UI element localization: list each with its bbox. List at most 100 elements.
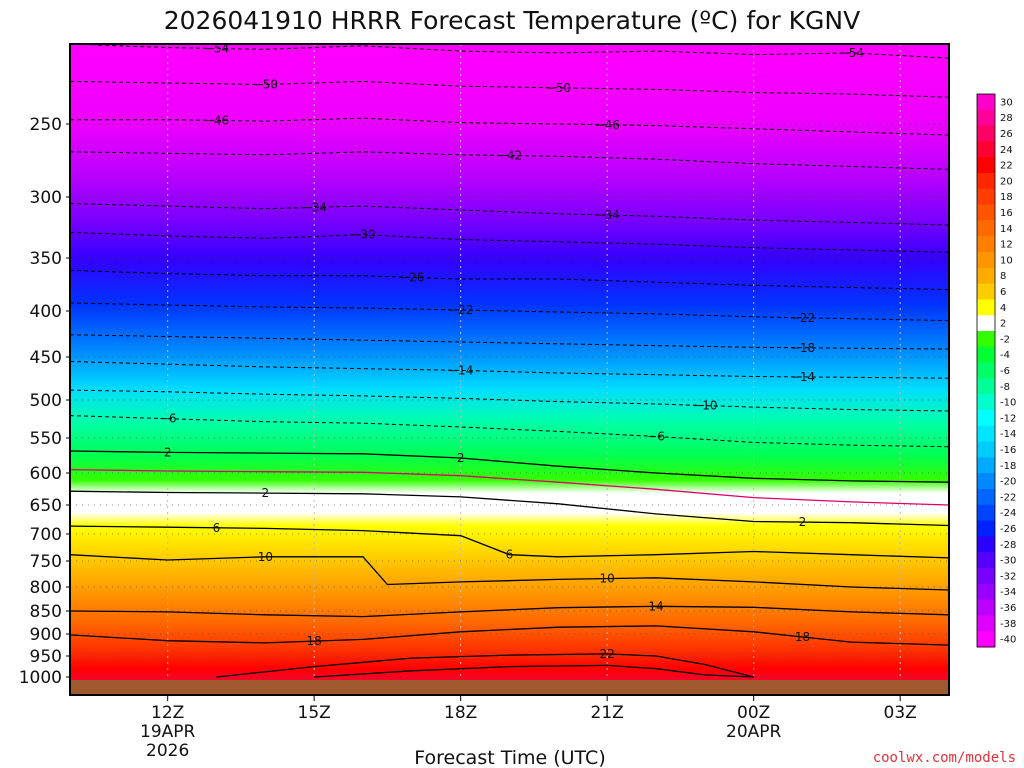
- colorbar-swatch: [977, 252, 995, 269]
- y-tick-label: 900: [30, 625, 62, 645]
- colorbar-swatch: [977, 346, 995, 364]
- colorbar-swatch: [977, 125, 995, 142]
- colorbar-label: -30: [1000, 556, 1016, 567]
- colorbar-swatch: [977, 457, 995, 474]
- y-tick-label: 950: [30, 647, 62, 667]
- contour-line: [70, 450, 949, 483]
- x-tick-label: 12Z: [151, 703, 184, 723]
- colorbar-swatch: [977, 94, 995, 111]
- colorbar-label: 20: [1000, 176, 1013, 187]
- y-tick-label: 850: [30, 602, 62, 622]
- contour-label: −22: [790, 311, 815, 325]
- colorbar-swatch: [977, 173, 995, 190]
- credit-text[interactable]: coolwx.com/models: [873, 750, 1016, 766]
- contour-line: [70, 554, 949, 591]
- colorbar-swatch: [977, 425, 995, 443]
- colorbar-label: -10: [1000, 398, 1016, 409]
- contour-label: 22: [600, 647, 615, 661]
- colorbar-swatch: [977, 204, 995, 221]
- contour-label: −26: [399, 270, 424, 284]
- y-tick-label: 250: [30, 115, 62, 135]
- colorbar-swatch: [977, 631, 995, 648]
- colorbar-label: -38: [1000, 619, 1016, 630]
- colorbar-label: 16: [1000, 208, 1013, 219]
- contour-line: [314, 664, 754, 678]
- colorbar-swatch: [977, 599, 995, 616]
- colorbar-label: -40: [1000, 635, 1016, 646]
- x-tick-year: 2026: [146, 741, 189, 761]
- contour-label: 10: [258, 550, 273, 564]
- colorbar-label: 30: [1000, 97, 1013, 108]
- contour-label: 6: [213, 521, 221, 535]
- contour-label: −34: [595, 208, 620, 222]
- colorbar: 30 28 26 24 22 20 18 16 14 12 10 8 6 4 2 -2 -4 -6 -8 -10 -12…: [976, 93, 1016, 648]
- colorbar-swatch: [977, 473, 995, 490]
- contour-label: 2: [799, 515, 807, 529]
- contour-line: [216, 653, 754, 678]
- contour-label: −46: [204, 113, 229, 127]
- colorbar-label: 22: [1000, 161, 1013, 172]
- y-tick-label: 650: [30, 496, 62, 516]
- colorbar-swatch: [977, 615, 995, 632]
- y-tick-label: 700: [30, 525, 62, 545]
- contour-labels: −54 −54 −50 −50 −46 −46 −42 −34 −34 −30 −26 −22 −22 −…: [159, 44, 864, 661]
- colorbar-label: -8: [1000, 382, 1010, 393]
- colorbar-label: 26: [1000, 129, 1013, 140]
- contour-label: −46: [595, 118, 620, 132]
- colorbar-label: -36: [1000, 603, 1016, 614]
- colorbar-label: -4: [1000, 350, 1010, 361]
- contour-line: [70, 525, 949, 559]
- x-axis-title: Forecast Time (UTC): [414, 747, 605, 768]
- contour-label: −50: [253, 78, 278, 92]
- colorbar-swatch: [977, 331, 995, 348]
- colorbar-swatch: [977, 536, 995, 553]
- contour-label: 2: [164, 445, 172, 459]
- contour-line: [70, 468, 949, 506]
- colorbar-swatch: [977, 157, 995, 174]
- colorbar-label: -12: [1000, 413, 1016, 424]
- colorbar-swatch: [977, 441, 995, 458]
- contour-label: −10: [692, 399, 717, 413]
- contour-label: −6: [647, 430, 665, 444]
- ground-surface: [70, 680, 949, 695]
- contour-label: −14: [790, 370, 815, 384]
- contour-label: −54: [839, 46, 864, 60]
- colorbar-label: -28: [1000, 540, 1016, 551]
- colorbar-swatch: [977, 188, 995, 206]
- colorbar-label: -20: [1000, 477, 1016, 488]
- contour-label: 14: [648, 599, 663, 613]
- colorbar-label: 14: [1000, 224, 1013, 235]
- colorbar-swatch: [977, 236, 995, 253]
- contour-label: 10: [600, 572, 615, 586]
- x-tick-label: 03Z: [884, 703, 917, 723]
- colorbar-label: -6: [1000, 366, 1010, 377]
- contour-label: 2: [457, 451, 465, 465]
- plot-frame: [69, 43, 950, 696]
- x-tick-date: 20APR: [726, 722, 782, 742]
- contour-label: −14: [448, 363, 473, 377]
- colorbar-label: -26: [1000, 524, 1016, 535]
- contour-label: −18: [790, 341, 815, 355]
- colorbar-swatch: [977, 315, 995, 332]
- colorbar-label: -24: [1000, 508, 1016, 519]
- y-tick-label: 1000: [19, 668, 62, 688]
- colorbar-swatch: [977, 141, 995, 158]
- colorbar-label: 18: [1000, 192, 1013, 203]
- colorbar-swatch: [977, 109, 995, 127]
- colorbar-swatch: [977, 489, 995, 506]
- contour-label: −42: [497, 149, 522, 163]
- colorbar-label: -34: [1000, 587, 1016, 598]
- y-tick-label: 300: [30, 188, 62, 208]
- colorbar-label: 24: [1000, 145, 1013, 156]
- contour-line: [70, 625, 949, 646]
- colorbar-frame: [976, 93, 996, 648]
- colorbar-swatch: [977, 283, 995, 300]
- x-tick-label: 18Z: [444, 703, 477, 723]
- contour-label: −30: [350, 228, 375, 242]
- colorbar-label: 6: [1000, 287, 1006, 298]
- colorbar-label: 4: [1000, 303, 1006, 314]
- x-tick-date: 19APR: [140, 722, 196, 742]
- y-tick-label: 600: [30, 464, 62, 484]
- colorbar-label: 10: [1000, 255, 1013, 266]
